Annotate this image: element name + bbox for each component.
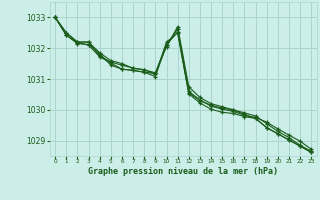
X-axis label: Graphe pression niveau de la mer (hPa): Graphe pression niveau de la mer (hPa): [88, 167, 278, 176]
